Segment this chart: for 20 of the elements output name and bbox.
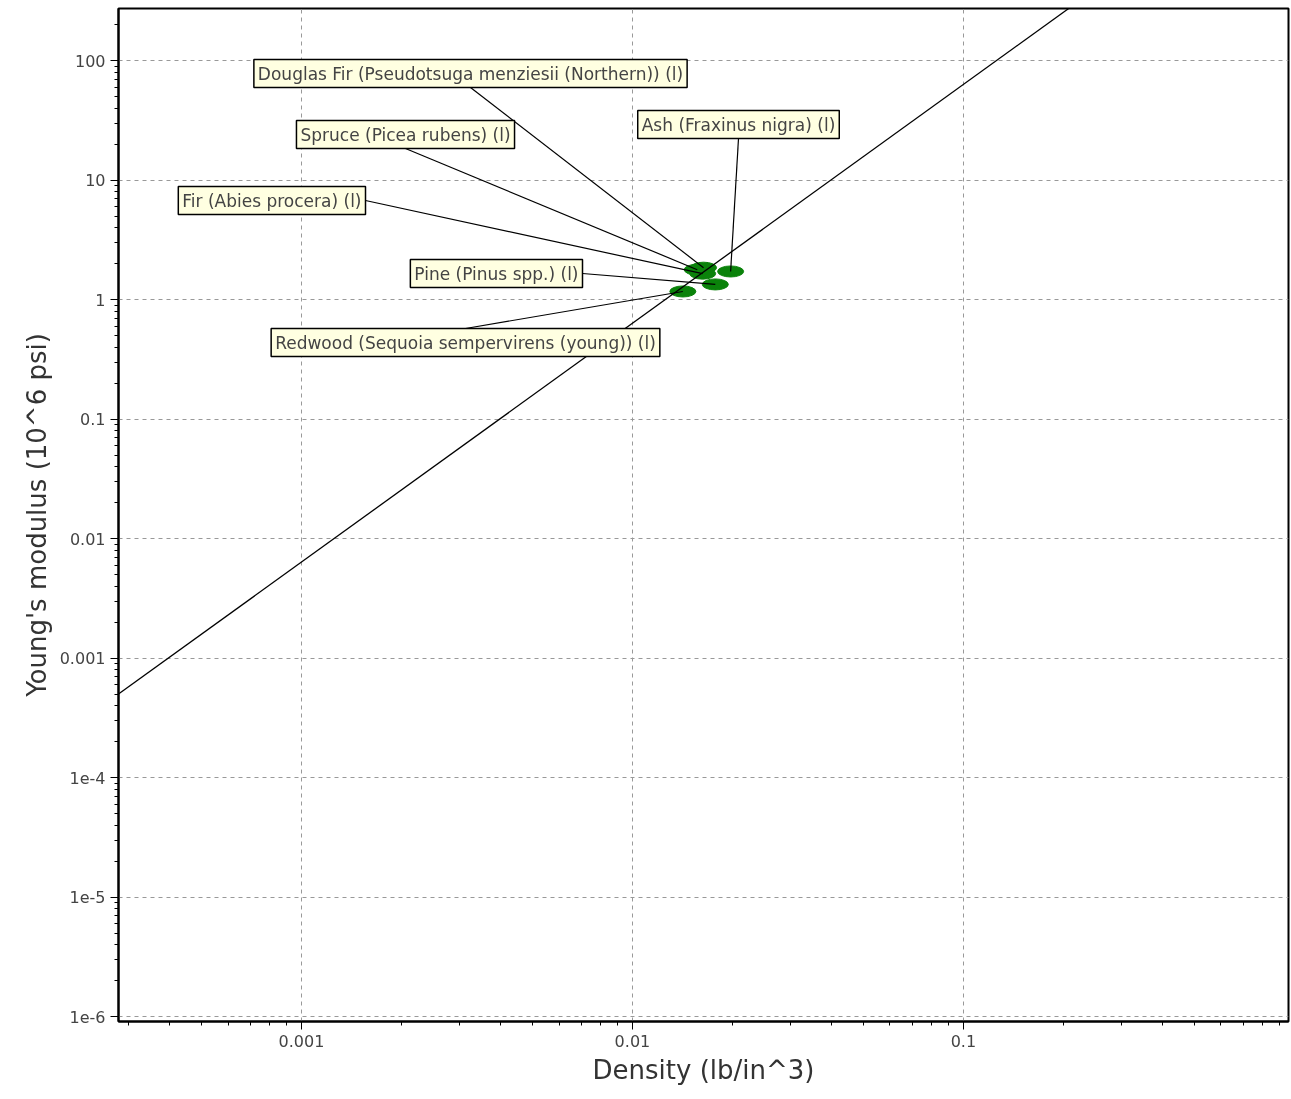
x-tick-label: 0.1 — [950, 1031, 977, 1051]
y-tick-label: 100 — [74, 51, 106, 71]
annotation: Douglas Fir (Pseudotsuga menziesii (Northern)) (l) — [257, 63, 684, 84]
y-tick-label: 0.001 — [59, 649, 106, 669]
y-tick-label: 0.1 — [80, 410, 106, 430]
annotation: Pine (Pinus spp.) (l) — [414, 263, 579, 284]
y-tick-label: 1e-6 — [69, 1007, 106, 1027]
y-tick-label: 1e-5 — [69, 888, 106, 908]
x-tick-label: 0.01 — [614, 1031, 651, 1051]
annotation: Fir (Abies procera) (l) — [182, 190, 362, 211]
y-axis-title: Young's modulus (10^6 psi) — [21, 333, 52, 698]
y-tick-label: 0.01 — [69, 529, 106, 549]
annotation: Redwood (Sequoia sempervirens (young)) (l) — [275, 332, 656, 353]
x-axis-title: Density (lb/in^3) — [592, 1054, 815, 1085]
y-tick-label: 10 — [85, 171, 106, 191]
annotation: Spruce (Picea rubens) (l) — [300, 124, 511, 145]
y-tick-label: 1e-4 — [69, 768, 106, 788]
y-tick-label: 1 — [95, 290, 106, 310]
x-tick-label: 0.001 — [278, 1031, 325, 1051]
annotation: Ash (Fraxinus nigra) (l) — [641, 114, 836, 135]
